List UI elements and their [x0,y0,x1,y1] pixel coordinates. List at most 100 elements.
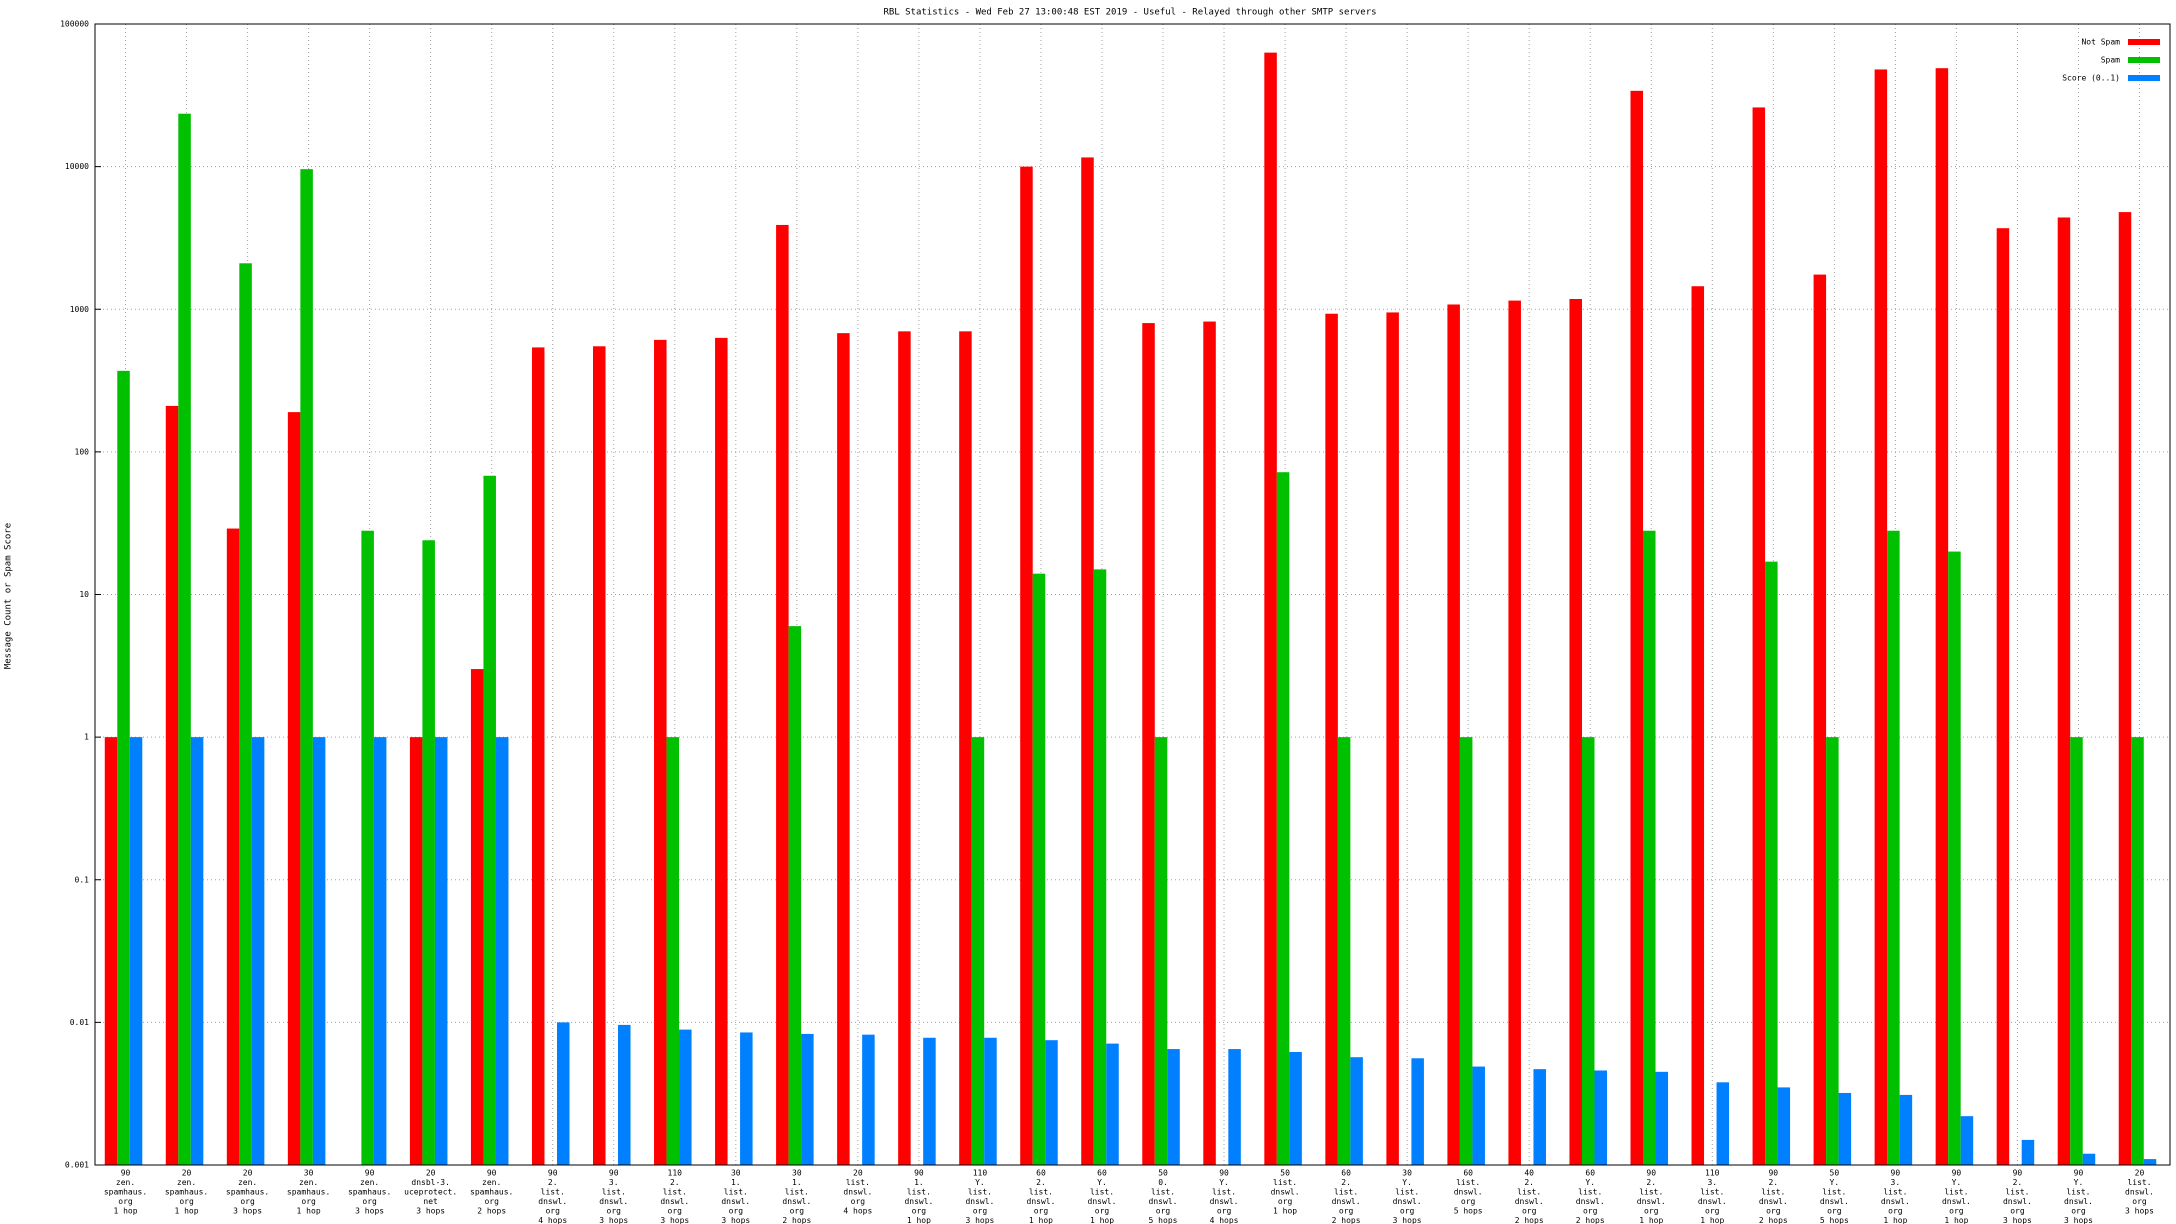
x-tick-label: dnswl. [1149,1197,1178,1206]
x-tick-label: 1 hop [113,1207,137,1216]
x-tick-label: org [484,1197,499,1206]
bar [1777,1087,1791,1165]
bar [1142,323,1155,1165]
x-tick-label: 5 hops [1820,1216,1849,1224]
bar [483,475,496,1165]
x-tick-label: 1 hop [1639,1216,1663,1224]
x-tick-label: org [1217,1207,1232,1216]
x-tick-label: list. [663,1188,687,1197]
x-tick-label: org [668,1207,683,1216]
bar [1533,1069,1546,1165]
bar [312,737,326,1165]
y-tick-label: 10 [79,590,89,599]
x-tick-label: 1 hop [174,1207,198,1216]
x-tick-label: dnswl. [599,1197,628,1206]
x-tick-label: 2. [2013,1178,2023,1187]
x-tick-label: 50 [1158,1169,1168,1178]
x-tick-label: dnswl. [1942,1197,1971,1206]
bar [593,346,606,1165]
bar [1874,69,1888,1165]
bar [679,1029,692,1165]
bar [837,333,850,1165]
x-tick-label: 3 hops [965,1216,994,1224]
bar [1765,561,1778,1165]
x-tick-label: dnswl. [1759,1197,1788,1206]
bar [1594,1070,1608,1165]
bar [959,331,972,1165]
bar [1508,300,1521,1165]
x-tick-label: 2 hops [477,1207,506,1216]
legend-swatch [2128,57,2160,63]
x-tick-label: dnswl. [1210,1197,1239,1206]
x-tick-label: 50 [1830,1169,1840,1178]
legend-label: Spam [2101,56,2120,65]
x-tick-label: dnswl. [2125,1188,2154,1197]
x-tick-label: list. [2127,1178,2151,1187]
x-tick-label: 60 [1097,1169,1107,1178]
x-tick-label: 3 hops [2125,1207,2154,1216]
x-tick-label: zen. [299,1178,318,1187]
x-tick-label: list. [1883,1188,1907,1197]
x-tick-label: org [1522,1207,1537,1216]
x-tick-label: 2. [1768,1178,1778,1187]
x-tick-label: 90 [2074,1169,2084,1178]
x-tick-label: 4 hops [1210,1216,1239,1224]
bar [2070,737,2083,1165]
x-tick-label: org [790,1207,805,1216]
x-tick-label: org [912,1207,927,1216]
x-tick-label: org [2132,1197,2147,1206]
y-tick-label: 1000 [70,305,89,314]
bar [104,737,118,1165]
x-tick-label: 2 hops [1576,1216,1605,1224]
x-tick-label: 1 hop [1944,1216,1968,1224]
bar [1106,1043,1119,1165]
bar [1899,1094,1913,1165]
x-tick-label: 2. [670,1178,680,1187]
x-tick-label: 1. [731,1178,741,1187]
x-tick-label: org [362,1197,377,1206]
x-tick-label: 3 hops [599,1216,628,1224]
x-tick-label: list. [2005,1188,2029,1197]
x-tick-label: Y. [1585,1178,1595,1187]
plot-frame [94,23,2171,1166]
bar [1581,737,1595,1165]
bar [1655,1071,1669,1165]
x-tick-label: 30 [1402,1169,1412,1178]
x-tick-label: list. [1761,1188,1785,1197]
x-tick-label: org [729,1207,744,1216]
x-tick-label: 1 hop [907,1216,931,1224]
x-tick-label: dnswl. [1881,1197,1910,1206]
bar [898,331,911,1165]
x-tick-label: org [1400,1207,1415,1216]
x-tick-label: 3 hops [2064,1216,2093,1224]
bar [531,347,545,1165]
x-tick-label: dnswl. [1576,1197,1605,1206]
x-tick-label: org [1278,1197,1293,1206]
x-tick-label: dnswl. [2003,1197,2032,1206]
x-tick-label: org [1827,1207,1842,1216]
x-tick-label: dnswl. [904,1197,933,1206]
bar [300,169,313,1165]
x-tick-label: org [1705,1207,1720,1216]
x-tick-label: 90 [914,1169,924,1178]
x-tick-label: 5 hops [1149,1216,1178,1224]
bar [1996,228,2010,1166]
bar [984,1037,997,1165]
bar [2143,1159,2157,1165]
x-tick-label: 60 [1341,1169,1351,1178]
bar [1276,472,1290,1165]
bar [654,339,667,1166]
x-tick-label: 90 [1219,1169,1229,1178]
bar [1081,157,1094,1165]
x-tick-label: zen. [482,1178,501,1187]
bar [1264,52,1277,1166]
bar [1813,274,1827,1166]
bar [361,530,374,1165]
bar [1948,551,1961,1165]
x-tick-label: 30 [304,1169,314,1178]
y-tick-label: 0.01 [70,1018,89,1027]
x-tick-label: 60 [1036,1169,1046,1178]
x-tick-label: spamhaus. [470,1188,513,1197]
x-tick-label: 4 hops [538,1216,567,1224]
x-tick-label: 3 hops [355,1207,384,1216]
